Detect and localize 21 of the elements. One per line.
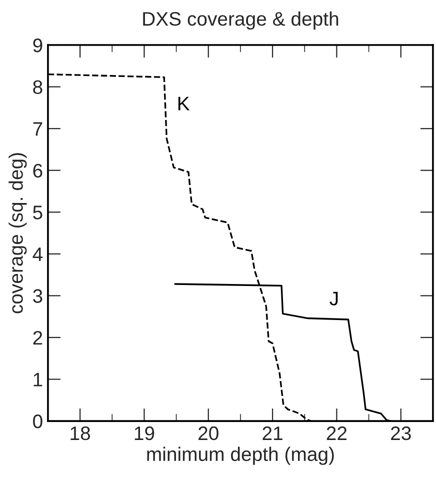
x-tick-label: 19 [134,426,154,440]
x-axis-title: minimum depth (mag) [147,446,334,465]
y-tick-label: 8 [33,80,42,94]
y-tick-label: 7 [33,122,42,136]
y-tick-label: 9 [33,38,42,52]
series-label: J [330,292,338,306]
y-tick-label: 6 [33,164,42,178]
y-tick-label: 2 [33,330,42,345]
y-tick-label: 5 [33,206,42,220]
x-tick-label: 21 [262,426,282,440]
x-tick-label: 20 [198,426,218,440]
chart-title: DXS coverage & depth [143,11,338,30]
x-tick-label: 22 [326,426,347,440]
y-axis-title: coverage (sq. deg) [8,153,27,314]
y-tick-label: 3 [33,289,42,303]
series-label: K [178,96,190,110]
y-tick-label: 1 [34,372,42,386]
y-tick-label: 0 [33,414,42,428]
y-tick-label: 4 [32,248,43,261]
x-tick-label: 18 [70,426,90,440]
x-tick-label: 23 [391,426,411,440]
